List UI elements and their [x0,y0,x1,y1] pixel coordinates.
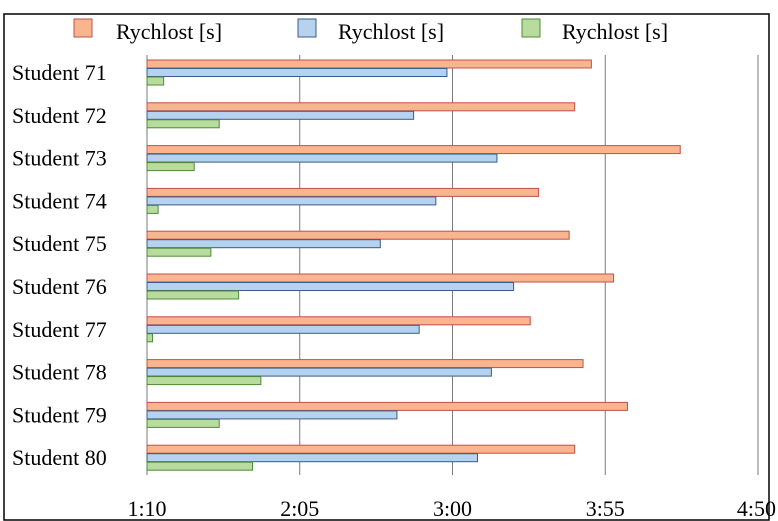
legend-label-series-2: Rychlost [s] [338,19,444,44]
category-label-5: Student 75 [12,231,107,256]
bar-3-series-1 [146,145,681,155]
bar-1-series-1 [146,59,592,69]
legend: Rychlost [s] Rychlost [s] Rychlost [s] [73,18,668,44]
x-tick-label-4: 3:55 [586,496,625,521]
bar-10-series-3 [146,461,254,471]
legend-item-series-2: Rychlost [s] [297,18,444,44]
bar-6-series-1 [146,273,615,283]
x-axis-tick-labels: 1:10 2:05 3:00 3:55 4:50 [127,496,776,521]
bar-10-series-1 [146,444,576,454]
chart-frame [3,13,770,521]
x-tick-label-5: 4:50 [737,496,776,521]
bar-8-series-2 [146,367,492,377]
x-tick-label-3: 3:00 [433,496,472,521]
category-label-10: Student 80 [12,445,107,470]
bar-3-series-2 [146,153,498,163]
bar-5-series-2 [146,239,381,249]
legend-swatch-series-3 [521,18,541,38]
category-label-6: Student 76 [12,274,107,299]
bar-4-series-1 [146,187,540,197]
bar-5-series-3 [146,247,212,257]
category-label-3: Student 73 [12,146,107,171]
category-label-4: Student 74 [12,188,107,213]
bar-10-series-2 [146,453,478,463]
legend-item-series-1: Rychlost [s] [73,18,222,44]
category-label-7: Student 77 [12,317,107,342]
bar-9-series-2 [146,410,398,420]
legend-item-series-3: Rychlost [s] [521,18,668,44]
bar-9-series-3 [146,418,220,428]
bar-7-series-1 [146,316,531,326]
bar-1-series-2 [146,68,448,77]
legend-label-series-1: Rychlost [s] [116,19,222,44]
bar-2-series-1 [146,102,576,112]
x-tick-label-2: 2:05 [280,496,319,521]
bar-3-series-3 [146,162,195,172]
legend-label-series-3: Rychlost [s] [562,19,668,44]
x-tick-label-1: 1:10 [127,496,166,521]
bar-8-series-1 [146,359,584,369]
bar-5-series-1 [146,230,570,240]
bar-4-series-2 [146,196,437,206]
bar-6-series-2 [146,282,515,291]
category-label-9: Student 79 [12,402,107,427]
category-label-2: Student 72 [12,103,107,128]
bar-2-series-3 [146,119,220,129]
bar-6-series-3 [146,290,240,300]
bar-7-series-2 [146,324,420,334]
bars [146,59,681,471]
category-label-8: Student 78 [12,360,107,385]
bar-9-series-1 [146,401,628,411]
bar-7-series-3 [146,333,154,343]
bar-8-series-3 [146,376,262,386]
legend-swatch-series-2 [297,18,317,38]
category-labels: Student 71 Student 72 Student 73 Student 74… [12,60,107,470]
bar-2-series-2 [146,110,415,120]
category-label-1: Student 71 [12,60,107,85]
bar-4-series-3 [146,204,159,214]
bar-1-series-3 [146,76,165,86]
legend-swatch-series-1 [73,18,93,38]
